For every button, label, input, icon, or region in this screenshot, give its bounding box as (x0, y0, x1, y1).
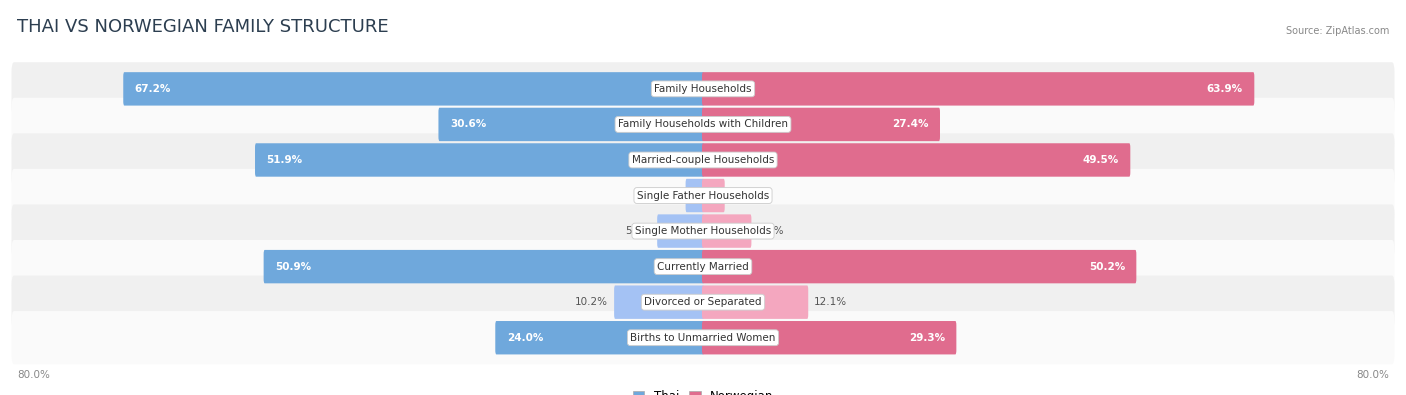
FancyBboxPatch shape (264, 250, 704, 283)
FancyBboxPatch shape (254, 143, 704, 177)
Legend: Thai, Norwegian: Thai, Norwegian (628, 386, 778, 395)
Text: 5.5%: 5.5% (758, 226, 783, 236)
Text: Currently Married: Currently Married (657, 261, 749, 272)
Text: 50.2%: 50.2% (1088, 261, 1125, 272)
Text: 49.5%: 49.5% (1083, 155, 1119, 165)
FancyBboxPatch shape (11, 240, 1395, 293)
FancyBboxPatch shape (702, 250, 1136, 283)
FancyBboxPatch shape (11, 276, 1395, 329)
FancyBboxPatch shape (495, 321, 704, 354)
FancyBboxPatch shape (124, 72, 704, 105)
FancyBboxPatch shape (11, 311, 1395, 364)
Text: 29.3%: 29.3% (908, 333, 945, 343)
Text: THAI VS NORWEGIAN FAMILY STRUCTURE: THAI VS NORWEGIAN FAMILY STRUCTURE (17, 17, 388, 36)
Text: Family Households with Children: Family Households with Children (619, 119, 787, 130)
Text: Married-couple Households: Married-couple Households (631, 155, 775, 165)
Text: 5.2%: 5.2% (624, 226, 651, 236)
Text: 67.2%: 67.2% (135, 84, 172, 94)
FancyBboxPatch shape (702, 179, 724, 212)
FancyBboxPatch shape (439, 108, 704, 141)
FancyBboxPatch shape (702, 286, 808, 319)
FancyBboxPatch shape (11, 205, 1395, 258)
Text: 1.9%: 1.9% (654, 190, 679, 201)
Text: 12.1%: 12.1% (814, 297, 848, 307)
Text: 50.9%: 50.9% (276, 261, 311, 272)
FancyBboxPatch shape (686, 179, 704, 212)
FancyBboxPatch shape (11, 98, 1395, 151)
Text: 30.6%: 30.6% (450, 119, 486, 130)
Text: 2.4%: 2.4% (731, 190, 756, 201)
Text: 80.0%: 80.0% (17, 370, 49, 380)
Text: 24.0%: 24.0% (506, 333, 543, 343)
Text: 27.4%: 27.4% (893, 119, 928, 130)
FancyBboxPatch shape (702, 108, 941, 141)
Text: 10.2%: 10.2% (575, 297, 609, 307)
FancyBboxPatch shape (614, 286, 704, 319)
Text: Divorced or Separated: Divorced or Separated (644, 297, 762, 307)
FancyBboxPatch shape (702, 214, 751, 248)
Text: 51.9%: 51.9% (266, 155, 302, 165)
FancyBboxPatch shape (702, 321, 956, 354)
Text: Births to Unmarried Women: Births to Unmarried Women (630, 333, 776, 343)
FancyBboxPatch shape (657, 214, 704, 248)
Text: Source: ZipAtlas.com: Source: ZipAtlas.com (1285, 26, 1389, 36)
FancyBboxPatch shape (702, 72, 1254, 105)
FancyBboxPatch shape (11, 62, 1395, 116)
FancyBboxPatch shape (11, 134, 1395, 187)
Text: 63.9%: 63.9% (1206, 84, 1243, 94)
FancyBboxPatch shape (702, 143, 1130, 177)
FancyBboxPatch shape (11, 169, 1395, 222)
Text: 80.0%: 80.0% (1357, 370, 1389, 380)
Text: Single Mother Households: Single Mother Households (636, 226, 770, 236)
Text: Family Households: Family Households (654, 84, 752, 94)
Text: Single Father Households: Single Father Households (637, 190, 769, 201)
